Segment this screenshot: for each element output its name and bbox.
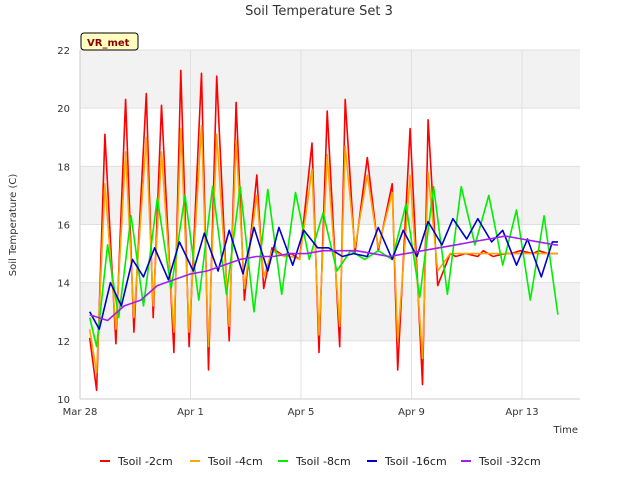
badge: VR_met xyxy=(80,32,139,51)
y-tick-label: 16 xyxy=(57,221,70,232)
legend-label-1: Tsoil -2cm xyxy=(117,455,173,468)
plot-band xyxy=(80,282,580,341)
legend: Tsoil -2cm Tsoil -4cm Tsoil -8cm Tsoil -16c… xyxy=(100,455,541,468)
y-tick-label: 18 xyxy=(57,162,70,173)
x-tick-label: Apr 1 xyxy=(177,407,204,418)
x-tick-label: Apr 9 xyxy=(398,407,425,418)
legend-label-2: Tsoil -4cm xyxy=(207,455,263,468)
plot-band xyxy=(80,50,580,109)
y-axis-label: Soil Temperature (C) xyxy=(8,174,19,277)
series-line-4 xyxy=(88,217,558,331)
series-line-5 xyxy=(89,235,558,322)
axes: 10 12 14 16 18 20 22 Mar 28 Apr 1 Apr 5 Apr 9 Apr 1… xyxy=(57,46,580,418)
chart-title: Soil Temperature Set 3 xyxy=(245,4,393,19)
x-tick-label: Mar 28 xyxy=(63,407,98,418)
y-tick-label: 14 xyxy=(57,279,70,290)
series-line-1 xyxy=(88,69,558,392)
y-tick-label: 12 xyxy=(57,337,70,348)
y-tick-label: 22 xyxy=(57,46,70,57)
x-axis-label: Time xyxy=(553,425,578,436)
legend-label-3: Tsoil -8cm xyxy=(295,455,351,468)
y-tick-label: 10 xyxy=(57,395,70,406)
legend-label-5: Tsoil -32cm xyxy=(478,455,541,468)
x-tick-label: Apr 5 xyxy=(288,407,315,418)
series-line-2 xyxy=(88,124,558,374)
x-tick-label: Apr 13 xyxy=(505,407,538,418)
series-line-3 xyxy=(88,185,559,348)
series-layer xyxy=(88,69,559,392)
y-tick-label: 20 xyxy=(57,104,70,115)
badge-label: VR_met xyxy=(87,38,130,49)
legend-label-4: Tsoil -16cm xyxy=(384,455,447,468)
